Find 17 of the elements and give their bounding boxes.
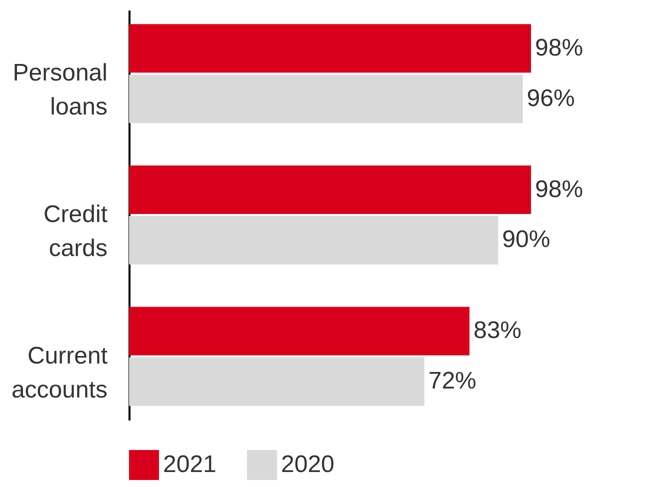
bar (129, 357, 424, 406)
data-label: 90% (502, 226, 550, 254)
data-label: 96% (526, 84, 575, 112)
bar (129, 24, 531, 73)
bar (129, 166, 531, 214)
data-label: 98% (535, 34, 584, 62)
data-label: 72% (428, 368, 476, 395)
y-tick-label: Current accounts (11, 342, 108, 404)
data-label: 83% (473, 317, 522, 344)
data-label: 98% (535, 176, 584, 203)
legend-label: 2020 (281, 451, 334, 478)
bar (129, 74, 523, 124)
bar (129, 306, 470, 356)
y-tick-label: Credit cards (43, 201, 108, 262)
legend-label: 2021 (163, 451, 216, 478)
bar (129, 216, 498, 264)
y-tick-label: Personal loans (12, 60, 108, 121)
